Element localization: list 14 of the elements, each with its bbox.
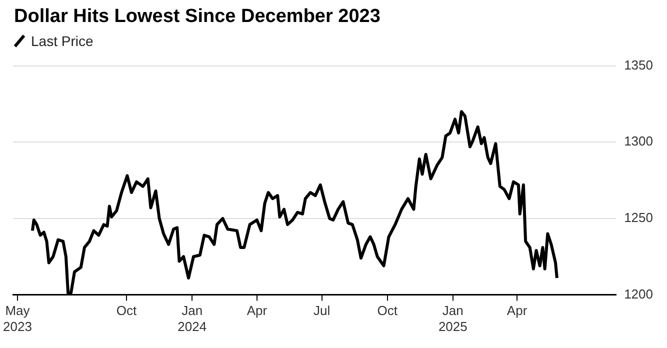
y-tick-label: 1350: [624, 57, 653, 72]
x-tick-label: Jul: [313, 303, 330, 318]
x-tick-label: Jan 2025: [438, 303, 468, 334]
y-tick-label: 1250: [624, 210, 653, 226]
x-tick-label: Oct: [377, 303, 398, 318]
y-tick-label: 1200: [624, 286, 653, 302]
x-tick-label: Jan 2024: [178, 303, 207, 334]
chart-title: Dollar Hits Lowest Since December 2023: [14, 6, 380, 28]
y-tick-label: 1300: [624, 134, 653, 149]
x-tick-label: Oct: [116, 303, 138, 318]
x-tick-label: Apr: [246, 303, 268, 318]
x-tick-label: May 2023: [3, 303, 32, 334]
x-tick-label: Apr: [506, 303, 528, 318]
legend-label: Last Price: [31, 33, 94, 49]
